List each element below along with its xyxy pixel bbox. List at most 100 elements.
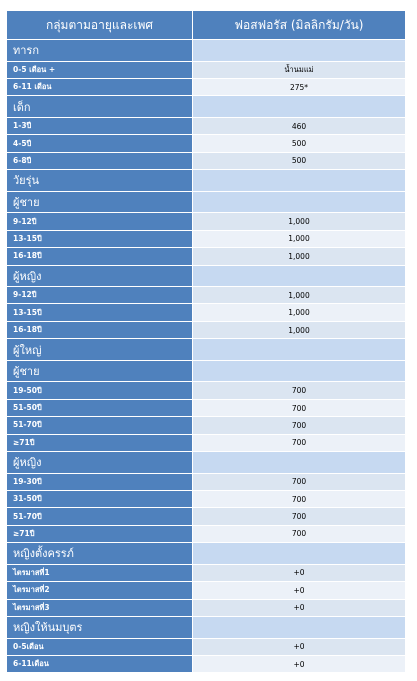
value-cell: +0 — [192, 654, 406, 674]
value-cell — [192, 95, 406, 118]
group-label: 6-11เดือน — [6, 654, 193, 674]
data-row: 51-70ปี 700 — [6, 507, 406, 526]
group-label: 9-12ปี — [6, 212, 193, 231]
data-row: 9-12ปี 1,000 — [6, 286, 406, 305]
value-cell: 1,000 — [192, 247, 406, 266]
value-cell: 460 — [192, 116, 406, 136]
section-label: วัยรุ่น — [6, 169, 193, 192]
group-label: 51-70ปี — [6, 507, 193, 526]
value-cell: +0 — [192, 581, 406, 600]
section-label: ผู้ใหญ่ — [6, 338, 193, 361]
value-cell: 1,000 — [192, 303, 406, 322]
data-row: ไตรมาสที่2 +0 — [6, 581, 406, 600]
value-cell: 1,000 — [192, 320, 406, 340]
value-cell: 700 — [192, 398, 406, 418]
table-container: กลุ่มตามอายุและเพศ ฟอสฟอรัส (มิลลิกรัม/ว… — [6, 10, 406, 674]
section-row: ผู้หญิง — [6, 264, 406, 288]
value-cell: 700 — [192, 472, 406, 492]
data-row: 9-12ปี 1,000 — [6, 212, 406, 231]
data-row: 13-15ปี 1,000 — [6, 303, 406, 322]
value-cell — [192, 169, 406, 192]
header-row: กลุ่มตามอายุและเพศ ฟอสฟอรัส (มิลลิกรัม/ว… — [6, 10, 406, 40]
group-label: ≥71ปี — [6, 433, 193, 453]
group-label: 19-30ปี — [6, 472, 193, 492]
value-cell: 700 — [192, 489, 406, 509]
group-label: 4-5ปี — [6, 134, 193, 153]
value-cell — [192, 338, 406, 361]
value-cell — [192, 39, 406, 62]
data-row: 51-50ปี 700 — [6, 398, 406, 418]
section-row: ทารก — [6, 39, 406, 62]
group-label: 31-50ปี — [6, 489, 193, 509]
group-label: ไตรมาสที่3 — [6, 598, 193, 617]
data-row: ไตรมาสที่3 +0 — [6, 598, 406, 617]
value-cell — [192, 190, 406, 214]
value-cell: 1,000 — [192, 229, 406, 249]
section-label: ผู้หญิง — [6, 264, 193, 288]
data-row: 16-18ปี 1,000 — [6, 247, 406, 266]
section-row: วัยรุ่น — [6, 169, 406, 192]
section-row: ผู้ชาย — [6, 190, 406, 214]
group-label: 13-15ปี — [6, 229, 193, 249]
value-cell: 700 — [192, 507, 406, 526]
group-label: 9-12ปี — [6, 286, 193, 305]
data-row: 6-8ปี 500 — [6, 151, 406, 171]
section-label: เด็ก — [6, 95, 193, 118]
group-label: 51-70ปี — [6, 416, 193, 435]
value-cell: +0 — [192, 563, 406, 583]
data-row: 19-50ปี 700 — [6, 381, 406, 400]
value-cell: 500 — [192, 151, 406, 171]
value-cell: 700 — [192, 381, 406, 400]
data-row: ≥71ปี 700 — [6, 433, 406, 453]
header-cell: ฟอสฟอรัส (มิลลิกรัม/วัน) — [192, 10, 406, 40]
group-label: 0-5 เดือน + — [6, 60, 193, 79]
value-cell — [192, 542, 406, 565]
data-row: ≥71ปี 700 — [6, 524, 406, 544]
group-label: ≥71ปี — [6, 524, 193, 544]
group-label: 16-18ปี — [6, 320, 193, 340]
data-row: 31-50ปี 700 — [6, 489, 406, 509]
group-label: 16-18ปี — [6, 247, 193, 266]
group-label: 6-8ปี — [6, 151, 193, 171]
group-label: 1-3ปี — [6, 116, 193, 136]
group-label: 51-50ปี — [6, 398, 193, 418]
data-row: 0-5เดือน +0 — [6, 637, 406, 656]
data-row: 13-15ปี 1,000 — [6, 229, 406, 249]
group-label: 19-50ปี — [6, 381, 193, 400]
data-row: 19-30ปี 700 — [6, 472, 406, 492]
value-cell — [192, 451, 406, 474]
section-label: ผู้ชาย — [6, 359, 193, 383]
section-label: หญิงให้นมบุตร — [6, 615, 193, 639]
section-label: ทารก — [6, 39, 193, 62]
section-row: หญิงให้นมบุตร — [6, 615, 406, 639]
value-cell: 700 — [192, 416, 406, 435]
data-row: ไตรมาสที่1 +0 — [6, 563, 406, 583]
section-label: ผู้ชาย — [6, 190, 193, 214]
value-cell: 700 — [192, 524, 406, 544]
data-row: 4-5ปี 500 — [6, 134, 406, 153]
nutrient-table: กลุ่มตามอายุและเพศ ฟอสฟอรัส (มิลลิกรัม/ว… — [6, 10, 406, 674]
section-label: ผู้หญิง — [6, 451, 193, 474]
data-row: 16-18ปี 1,000 — [6, 320, 406, 340]
header-cell: กลุ่มตามอายุและเพศ — [6, 10, 193, 40]
value-cell: 1,000 — [192, 286, 406, 305]
table-body: ทารก 0-5 เดือน + น้ำนมแม่ 6-11 เดือน 275* เด็… — [6, 39, 406, 674]
value-cell: น้ำนมแม่ — [192, 60, 406, 79]
value-cell: +0 — [192, 637, 406, 656]
section-row: ผู้หญิง — [6, 451, 406, 474]
section-row: เด็ก — [6, 95, 406, 118]
group-label: ไตรมาสที่2 — [6, 581, 193, 600]
value-cell: 500 — [192, 134, 406, 153]
value-cell — [192, 359, 406, 383]
value-cell: 700 — [192, 433, 406, 453]
group-label: 0-5เดือน — [6, 637, 193, 656]
data-row: 6-11 เดือน 275* — [6, 77, 406, 97]
section-row: ผู้ชาย — [6, 359, 406, 383]
value-cell: 1,000 — [192, 212, 406, 231]
group-label: ไตรมาสที่1 — [6, 563, 193, 583]
value-cell — [192, 615, 406, 639]
value-cell: 275* — [192, 77, 406, 97]
data-row: 51-70ปี 700 — [6, 416, 406, 435]
data-row: 6-11เดือน +0 — [6, 654, 406, 674]
